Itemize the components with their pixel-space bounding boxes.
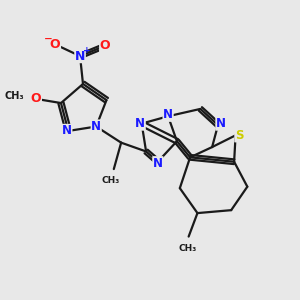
- Text: CH₃: CH₃: [178, 244, 196, 253]
- Text: O: O: [31, 92, 41, 105]
- Text: N: N: [153, 157, 163, 170]
- Text: O: O: [100, 39, 110, 52]
- Text: O: O: [50, 38, 60, 51]
- Text: N: N: [91, 120, 101, 133]
- Text: +: +: [83, 46, 90, 55]
- Text: CH₃: CH₃: [101, 176, 119, 185]
- Text: N: N: [75, 50, 85, 63]
- Text: CH₃: CH₃: [4, 91, 24, 101]
- Text: N: N: [135, 117, 145, 130]
- Text: S: S: [235, 129, 243, 142]
- Text: N: N: [216, 117, 226, 130]
- Text: N: N: [62, 124, 72, 137]
- Text: −: −: [44, 34, 53, 44]
- Text: N: N: [163, 108, 173, 121]
